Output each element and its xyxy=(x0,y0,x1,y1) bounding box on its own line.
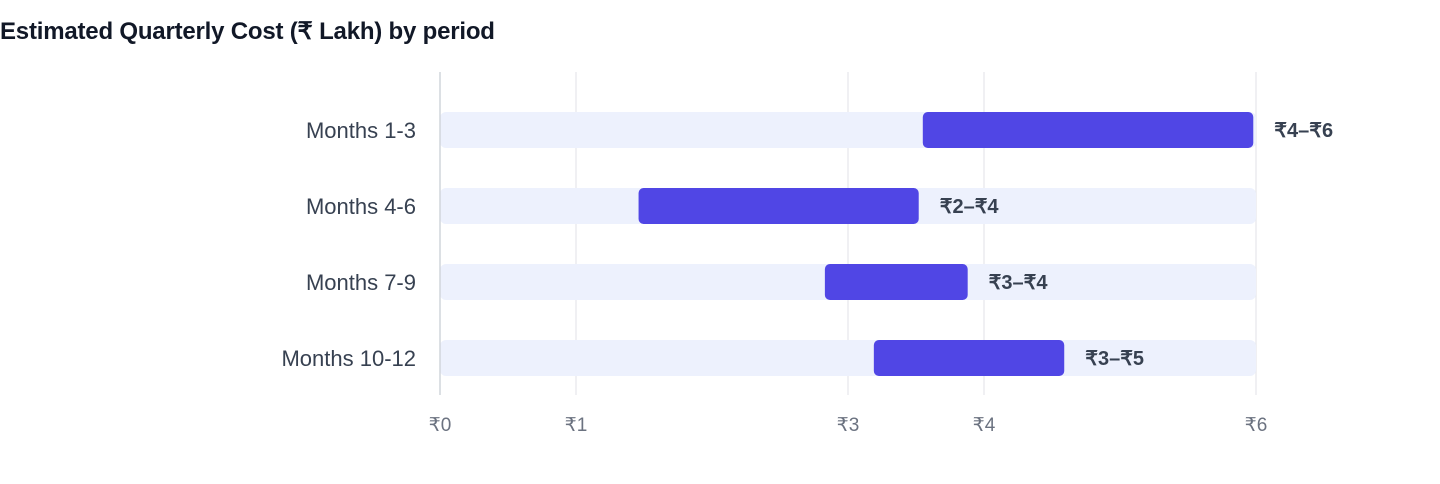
x-tick-label: ₹1 xyxy=(565,415,588,436)
category-label: Months 4-6 xyxy=(306,194,416,219)
range-bar xyxy=(873,340,1065,376)
x-tick-label: ₹6 xyxy=(1245,415,1268,436)
category-label: Months 7-9 xyxy=(306,270,416,295)
range-bar xyxy=(922,112,1254,148)
data-label: ₹4–₹6 xyxy=(1274,120,1333,142)
x-tick-label: ₹3 xyxy=(837,415,860,436)
range-bar xyxy=(824,264,968,300)
chart-title: Estimated Quarterly Cost (₹ Lakh) by per… xyxy=(0,18,495,45)
x-tick-label: ₹0 xyxy=(429,415,452,436)
category-label: Months 10-12 xyxy=(281,346,416,371)
data-label: ₹3–₹5 xyxy=(1085,348,1144,370)
range-bar xyxy=(638,188,919,224)
data-label: ₹2–₹4 xyxy=(940,196,1000,218)
data-label: ₹3–₹4 xyxy=(989,272,1049,294)
category-label: Months 1-3 xyxy=(306,118,416,143)
x-tick-label: ₹4 xyxy=(973,415,996,436)
